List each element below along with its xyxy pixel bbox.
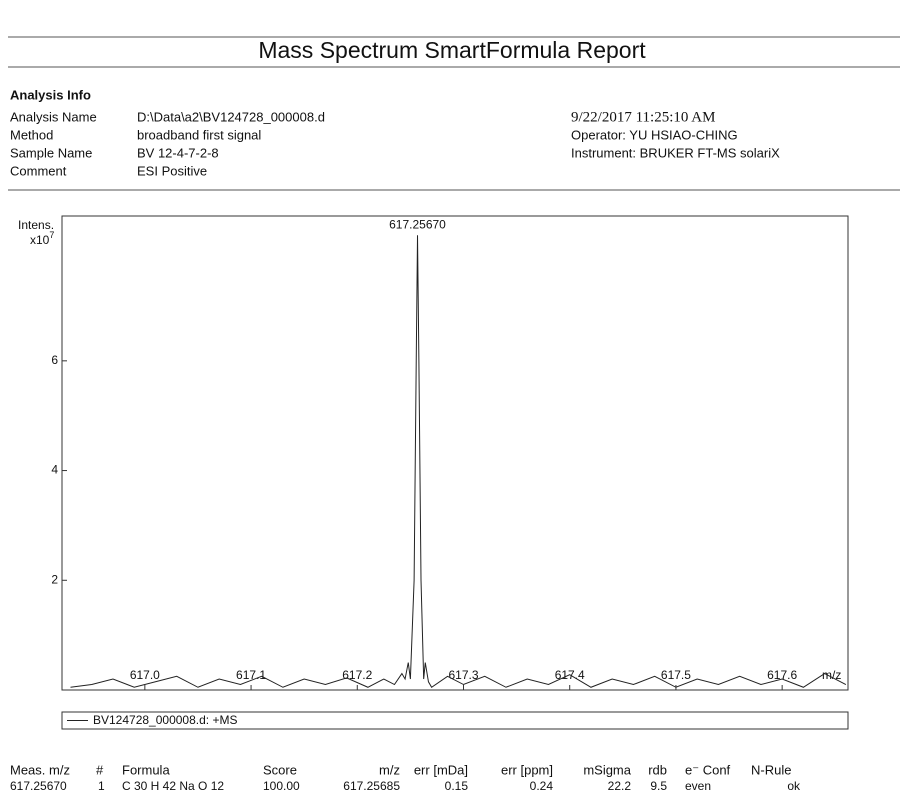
peak-label: 617.25670: [389, 217, 446, 231]
column-header: rdb: [648, 762, 667, 777]
field-label: Analysis Name: [10, 109, 97, 124]
section-heading: Analysis Info: [10, 87, 91, 102]
column-header: e⁻ Conf: [685, 762, 731, 777]
column-header: Formula: [122, 762, 170, 777]
x-tick-label: 617.1: [236, 668, 266, 682]
table-cell: 617.25685: [343, 779, 400, 793]
x-axis-label: m/z: [822, 668, 841, 682]
table-cell: even: [685, 779, 711, 793]
table-cell: ok: [787, 779, 801, 793]
x-tick-label: 617.0: [130, 668, 160, 682]
x-tick-label: 617.6: [767, 668, 797, 682]
info-line: Operator: YU HSIAO-CHING: [571, 127, 738, 142]
table-cell: 617.25670: [10, 779, 67, 793]
column-header: Score: [263, 762, 297, 777]
table-cell: 9.5: [650, 779, 667, 793]
y-axis-scale: x107: [30, 230, 54, 247]
column-header: err [ppm]: [501, 762, 553, 777]
field-value: broadband first signal: [137, 127, 261, 142]
x-tick-label: 617.3: [448, 668, 478, 682]
column-header: #: [96, 762, 104, 777]
field-value: ESI Positive: [137, 163, 207, 178]
field-value: D:\Data\a2\BV124728_000008.d: [137, 109, 325, 124]
plot-frame: [61, 215, 849, 691]
table-cell: 100.00: [263, 779, 300, 793]
report-title: Mass Spectrum SmartFormula Report: [258, 37, 646, 63]
legend-box: [61, 711, 849, 730]
table-cell: 1: [98, 779, 105, 793]
column-header: Meas. m/z: [10, 762, 70, 777]
x-tick-label: 617.5: [661, 668, 691, 682]
x-tick-label: 617.2: [342, 668, 372, 682]
column-header: err [mDa]: [414, 762, 468, 777]
y-scale-exp: 7: [49, 230, 54, 240]
table-cell: C 30 H 42 Na O 12: [122, 779, 224, 793]
y-axis-label: Intens.: [18, 218, 54, 232]
info-line: Instrument: BRUKER FT-MS solariX: [571, 145, 780, 160]
spectrum-line: [70, 235, 847, 688]
table-cell: 0.15: [445, 779, 469, 793]
field-label: Comment: [10, 163, 67, 178]
y-scale-base: x10: [30, 233, 50, 247]
y-tick-label: 6: [51, 353, 58, 367]
field-label: Method: [10, 127, 53, 142]
column-header: m/z: [379, 762, 400, 777]
legend-label: BV124728_000008.d: +MS: [93, 713, 237, 727]
column-header: N-Rule: [751, 762, 791, 777]
info-line: 9/22/2017 11:25:10 AM: [571, 109, 715, 125]
table-cell: 0.24: [530, 779, 554, 793]
field-label: Sample Name: [10, 145, 92, 160]
table-cell: 22.2: [608, 779, 632, 793]
y-tick-label: 4: [51, 463, 58, 477]
y-tick-label: 2: [51, 572, 58, 586]
column-header: mSigma: [583, 762, 631, 777]
field-value: BV 12-4-7-2-8: [137, 145, 219, 160]
